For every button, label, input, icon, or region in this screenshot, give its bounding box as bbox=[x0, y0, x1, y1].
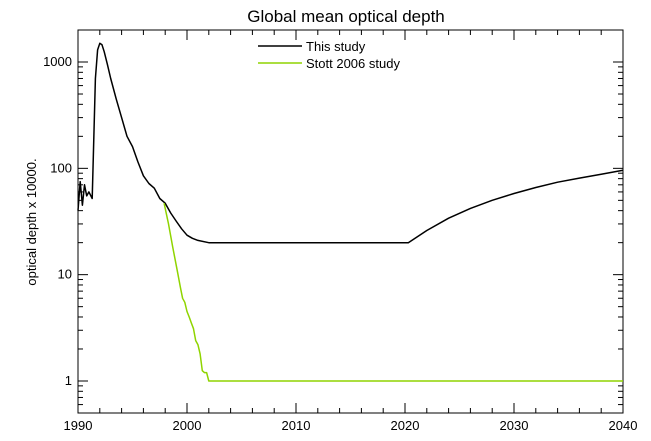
series-line-this-study bbox=[77, 42, 624, 244]
y-tick-label: 1 bbox=[65, 373, 72, 388]
y-tick-label: 1000 bbox=[43, 54, 72, 69]
y-tick-label: 10 bbox=[58, 267, 72, 282]
series-line-stott-2006 bbox=[163, 203, 623, 382]
x-tick-label: 2010 bbox=[282, 418, 311, 433]
legend-label-this-study: This study bbox=[306, 39, 366, 54]
legend: This study Stott 2006 study bbox=[258, 39, 400, 71]
x-tick-label: 2000 bbox=[173, 418, 202, 433]
legend-label-stott: Stott 2006 study bbox=[306, 56, 400, 71]
y-tick-label: 100 bbox=[50, 160, 72, 175]
x-tick-label: 2040 bbox=[609, 418, 638, 433]
y-axis-label: optical depth x 10000. bbox=[24, 158, 39, 285]
chart-title: Global mean optical depth bbox=[247, 7, 445, 26]
plot-frame bbox=[77, 29, 624, 414]
series-layer bbox=[77, 42, 624, 382]
y-axis: 1 10 100 1000 bbox=[43, 29, 623, 414]
x-tick-label: 2020 bbox=[391, 418, 420, 433]
x-axis: 1990 2000 2010 2020 2030 2040 bbox=[64, 30, 638, 433]
x-tick-label: 2030 bbox=[500, 418, 529, 433]
x-tick-label: 1990 bbox=[64, 418, 93, 433]
